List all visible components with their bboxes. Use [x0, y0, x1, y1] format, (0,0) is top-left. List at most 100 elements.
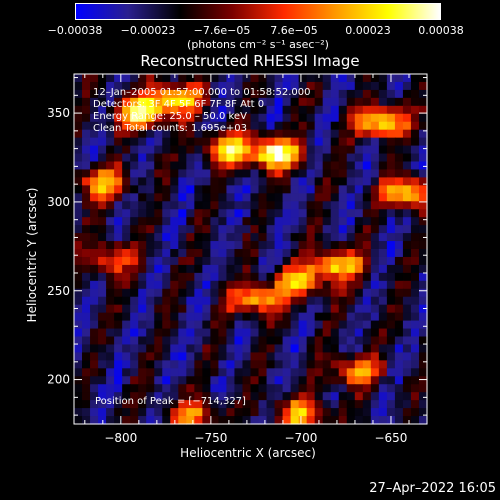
heatmap-cell [170, 153, 179, 163]
heatmap-cell [330, 272, 340, 282]
heatmap-cell [202, 360, 211, 369]
heatmap-cell [242, 97, 252, 107]
heatmap-cell [178, 193, 187, 202]
heatmap-cell [386, 89, 396, 99]
heatmap-cell [138, 288, 147, 298]
heatmap-cell [258, 225, 268, 234]
heatmap-cell [82, 74, 91, 83]
heatmap-cell [242, 352, 252, 361]
heatmap-cell [114, 169, 123, 178]
heatmap-cell [226, 105, 236, 115]
heatmap-cell [402, 193, 412, 202]
heatmap-cell [258, 145, 268, 155]
heatmap-cell [314, 185, 324, 194]
heatmap-cell [234, 153, 244, 163]
heatmap-cell [98, 233, 107, 242]
heatmap-cell [386, 360, 396, 369]
heatmap-cell [194, 121, 203, 131]
heatmap-cell [290, 81, 300, 91]
heatmap-cell [162, 376, 171, 385]
heatmap-cell [266, 312, 276, 322]
heatmap-cell [202, 193, 211, 202]
heatmap-cell [210, 296, 220, 306]
heatmap-cell [290, 137, 300, 147]
heatmap-cell [266, 352, 276, 361]
heatmap-cell [274, 368, 284, 377]
heatmap-cell [354, 249, 364, 258]
heatmap-cell [410, 193, 420, 202]
heatmap-cell [322, 320, 332, 330]
heatmap-cell [234, 416, 244, 425]
heatmap-cell [242, 137, 252, 147]
heatmap-cell [274, 408, 284, 417]
heatmap-cell [306, 312, 316, 322]
heatmap-cell [386, 328, 396, 338]
heatmap-cell [354, 113, 364, 123]
heatmap-cell [242, 153, 252, 163]
heatmap-cell [162, 296, 171, 306]
heatmap-cell [410, 384, 420, 393]
heatmap-cell [290, 217, 300, 226]
heatmap-cell [258, 129, 268, 139]
heatmap-cell [242, 360, 252, 369]
heatmap-cell [138, 360, 147, 369]
heatmap-cell [178, 121, 187, 131]
heatmap-cell [130, 161, 139, 171]
heatmap-cell [90, 344, 99, 353]
heatmap-cell [74, 280, 83, 290]
heatmap-cell [354, 320, 364, 330]
heatmap-cell [298, 256, 308, 266]
heatmap-cell [122, 209, 131, 218]
heatmap-cell [258, 280, 268, 290]
heatmap-cell [370, 264, 380, 274]
heatmap-cell [226, 328, 236, 338]
heatmap-cell [306, 233, 316, 242]
heatmap-cell [250, 161, 260, 171]
heatmap-cell [178, 408, 187, 417]
heatmap-cell [122, 201, 131, 210]
heatmap-cell [186, 352, 195, 361]
heatmap-cell [314, 74, 324, 83]
heatmap-cell [274, 352, 284, 361]
heatmap-cell [266, 241, 276, 250]
heatmap-cell [154, 288, 163, 298]
heatmap-cell [74, 241, 83, 250]
heatmap-cell [250, 217, 260, 226]
heatmap-cell [162, 360, 171, 369]
heatmap-cell [82, 360, 91, 369]
heatmap-cell [210, 185, 220, 194]
heatmap-cell [370, 169, 380, 178]
heatmap-cell [378, 113, 388, 123]
heatmap-cell [138, 280, 147, 290]
heatmap-cell [122, 384, 131, 393]
heatmap-cell [210, 121, 220, 131]
heatmap-cell [330, 97, 340, 107]
heatmap-cell [378, 328, 388, 338]
heatmap-cell [194, 81, 203, 91]
heatmap-cell [90, 217, 99, 226]
heatmap-cell [354, 81, 364, 91]
heatmap-cell [178, 74, 187, 83]
heatmap-cell [146, 113, 155, 123]
heatmap-cell [130, 256, 139, 266]
heatmap-cell [306, 320, 316, 330]
plot-frame [73, 73, 428, 425]
heatmap-cell [178, 153, 187, 163]
heatmap-cell [146, 105, 155, 115]
heatmap-cell [90, 241, 99, 250]
heatmap-cell [154, 368, 163, 377]
heatmap-cell [330, 352, 340, 361]
heatmap-cell [218, 264, 228, 274]
heatmap-cell [146, 217, 155, 226]
heatmap-cell [154, 241, 163, 250]
heatmap-cell [290, 360, 300, 369]
heatmap-cell [130, 376, 139, 385]
heatmap-cell [362, 352, 372, 361]
heatmap-cell [266, 416, 276, 425]
heatmap-cell [98, 304, 107, 314]
heatmap-cell [122, 328, 131, 338]
heatmap-cell [162, 89, 171, 99]
heatmap-cell [258, 264, 268, 274]
heatmap-cell [194, 113, 203, 123]
heatmap-cell [258, 416, 268, 425]
